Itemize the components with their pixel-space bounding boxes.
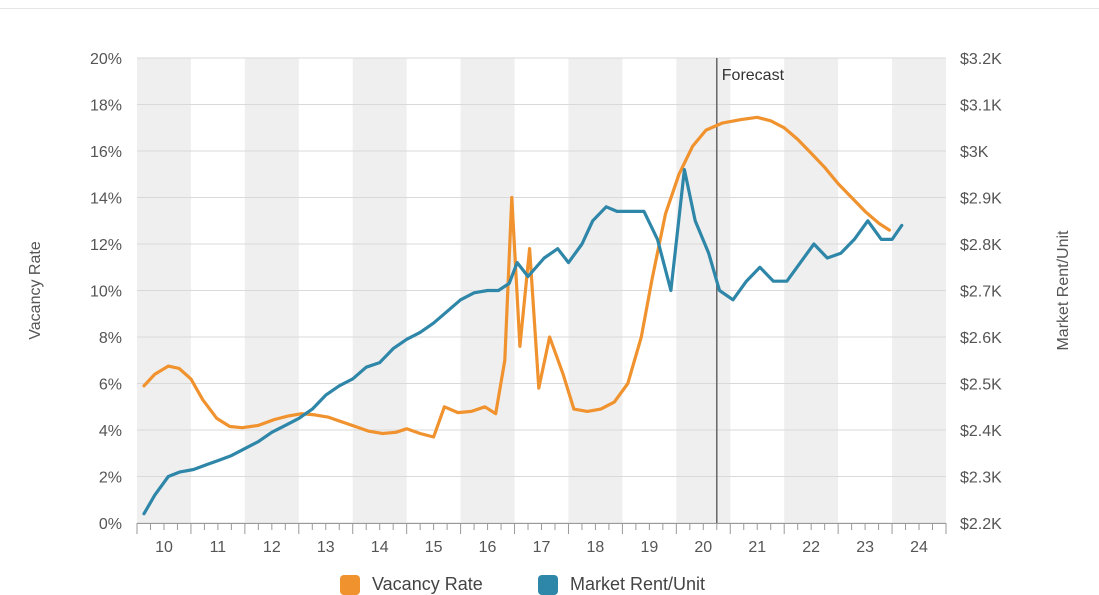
x-tick-label: 11 [210,539,227,556]
vacancy-rent-chart: 10 11 12 13 14 15 16 17 18 19 20 21 22 23 24 0% 2% 4% 6% 8%… [27,51,1072,556]
y-right-tick-label: $3.1K [960,98,1002,115]
y-left-tick-label: 12% [90,237,122,254]
legend-label-vacancy: Vacancy Rate [372,574,483,594]
y-left-tick-label: 18% [90,98,122,115]
x-tick-label: 16 [479,539,497,556]
y-left-tick-label: 2% [99,470,122,487]
y-left-tick-label: 4% [99,423,122,440]
y-right-tick-label: $2.4K [960,423,1002,440]
series-line-vacancy-rate [142,115,891,439]
y-right-tick-label: $2.8K [960,237,1002,254]
y-left-tick-label: 16% [90,144,122,161]
legend-item-market-rent[interactable]: Market Rent/Unit [538,574,705,595]
y-right-tick-label: $2.3K [960,470,1002,487]
x-tick-label: 20 [694,539,712,556]
legend-swatch-vacancy [340,574,360,595]
y-left-axis-title: Vacancy Rate [27,241,44,340]
y-right-tick-label: $2.6K [960,330,1002,347]
x-tick-label: 23 [856,539,874,556]
top-divider [0,8,1099,9]
y-left-tick-label: 10% [90,284,122,301]
y-left-tick-label: 6% [99,377,122,394]
y-left-tick-label: 14% [90,191,122,208]
x-tick-label: 14 [371,539,389,556]
x-tick-label: 21 [748,539,766,556]
x-tick-label: 13 [317,539,335,556]
x-tick-label: 10 [155,539,173,556]
y-right-axis-title: Market Rent/Unit [1055,230,1072,351]
y-left-tick-label: 0% [99,516,122,533]
x-tick-label: 24 [910,539,928,556]
series-line-market-rent [142,168,904,516]
forecast-label: Forecast [722,67,785,84]
y-right-tick-label: $2.5K [960,377,1002,394]
x-tick-label: 12 [263,539,281,556]
y-right-tick-label: $2.9K [960,191,1002,208]
x-tick-label: 22 [802,539,820,556]
legend-item-vacancy-rate[interactable]: Vacancy Rate [340,574,483,595]
legend-swatch-rent [538,574,558,595]
y-left-tick-label: 20% [90,51,122,68]
y-right-tick-label: $3K [960,144,989,161]
x-tick-label: 19 [640,539,658,556]
y-right-tick-label: $2.2K [960,516,1002,533]
x-tick-label: 15 [425,539,443,556]
x-tick-label: 17 [533,539,551,556]
y-right-tick-label: $3.2K [960,51,1002,68]
legend-label-rent: Market Rent/Unit [570,574,706,594]
y-right-tick-label: $2.7K [960,284,1002,301]
legend: Vacancy Rate Market Rent/Unit [0,570,1099,595]
x-tick-label: 18 [587,539,605,556]
y-left-tick-label: 8% [99,330,122,347]
